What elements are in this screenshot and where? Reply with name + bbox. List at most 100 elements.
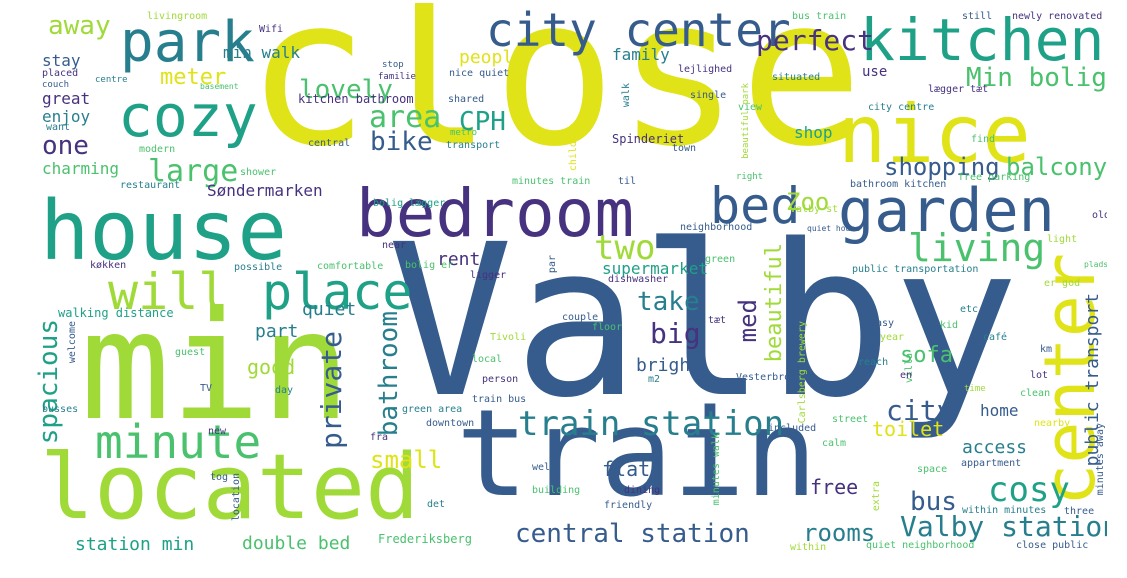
word-friendly: friendly: [604, 500, 653, 511]
word-nearby: nearby: [1034, 418, 1071, 429]
word-free: free: [810, 475, 859, 499]
word-cozy: cozy: [118, 82, 258, 150]
word-three: three: [1064, 506, 1095, 517]
word-café: café: [983, 332, 1008, 343]
word-cloud: close Valby min train house located bedr…: [20, 3, 1107, 571]
word-dining: dining: [624, 485, 661, 496]
word-shared: shared: [448, 94, 485, 105]
word-cosy: cosy: [988, 470, 1070, 510]
word-city: city: [886, 394, 954, 427]
word-enjoy: enjoy: [42, 107, 91, 126]
word-carlsberg-brewery: Carlsberg brewery: [797, 321, 808, 424]
word-located: located: [40, 435, 420, 540]
word-bike: bike: [370, 127, 433, 157]
word-kitchen: kitchen: [860, 6, 1105, 74]
word-year: year: [880, 332, 905, 343]
word-access: access: [962, 437, 1028, 458]
word-home: home: [980, 401, 1019, 420]
word-train-station: train station: [518, 404, 785, 444]
word-transport: transport: [446, 140, 501, 151]
word-flat: flat: [602, 457, 651, 481]
word-take: take: [637, 287, 700, 317]
word-people: people: [459, 47, 525, 68]
word-time: time: [964, 384, 986, 394]
word-centre: centre: [95, 75, 128, 85]
word-køkken: køkken: [90, 260, 127, 271]
word-near: near: [382, 240, 407, 251]
word-valby-station: Valby station: [900, 510, 1107, 543]
word-living: living: [908, 226, 1046, 270]
word-bed: bed: [710, 177, 801, 235]
word-neighborhood: neighborhood: [680, 222, 753, 233]
word-minutes-train: minutes train: [512, 176, 591, 187]
word-small: small: [370, 446, 443, 474]
word-big: big: [650, 317, 701, 350]
word-local: local: [472, 354, 503, 365]
word-situated: situated: [772, 72, 821, 83]
word-well: well: [532, 462, 557, 473]
word-quiet-house: quiet house: [807, 224, 860, 233]
word-extra: extra: [871, 481, 882, 512]
word-min: min: [80, 280, 351, 454]
word-station-min: station min: [75, 534, 195, 555]
word-one: one: [42, 131, 89, 161]
word-day: day: [275, 385, 294, 396]
word-central-station: central station: [515, 519, 750, 549]
word-balcony: balcony: [1006, 153, 1107, 181]
word-ligger: ligger: [470, 270, 507, 281]
word-tog: tog: [210, 472, 229, 483]
word-view: view: [738, 102, 763, 113]
word-sofa: sofa: [900, 343, 953, 368]
word-away: away: [48, 11, 111, 41]
word-town: town: [672, 143, 697, 154]
word-metro: metro: [450, 128, 478, 138]
word-supermarket: supermarket: [602, 259, 708, 278]
word-km: km: [1040, 344, 1053, 355]
word-park: park: [120, 10, 255, 75]
word-modern: modern: [139, 144, 176, 155]
word-city-center: city center: [486, 3, 791, 57]
word-bedroom: bedroom: [356, 175, 635, 252]
word-within-minutes: within minutes: [962, 505, 1047, 516]
word-walking-distance: walking distance: [58, 306, 174, 320]
word-two: two: [594, 228, 656, 268]
word-find: find: [971, 134, 996, 145]
word-shopping: shopping: [884, 153, 1000, 181]
word-use: use: [862, 64, 888, 80]
word-rooms: rooms: [803, 519, 876, 547]
word-want: want: [46, 122, 71, 133]
word-central: central: [308, 138, 351, 149]
word-familie: familie: [378, 72, 416, 82]
word-bus: bus: [910, 487, 957, 517]
word-restaurant: restaurant: [120, 180, 181, 191]
word-kid: kid: [940, 320, 959, 331]
word-quiet: quiet: [302, 299, 357, 320]
word-easy: easy: [870, 318, 895, 329]
word-building: building: [532, 485, 581, 496]
word-new: new: [208, 426, 227, 437]
word-garden: garden: [838, 176, 1055, 246]
word-lægger-tæt: lægger tæt: [928, 84, 989, 95]
word-public-transportation: public transportation: [852, 264, 979, 275]
word-couple: couple: [562, 312, 599, 323]
word-will: will: [108, 263, 229, 321]
word-area: area: [369, 100, 442, 135]
word-bus-train: bus train: [792, 11, 847, 22]
word-guest: guest: [175, 347, 206, 358]
word-walk: walk: [621, 83, 632, 108]
word-dishwasher: dishwasher: [608, 274, 669, 285]
word-train-bus: train bus: [472, 394, 527, 405]
word-rent: rent: [437, 249, 481, 270]
word-cafe: cafe: [656, 236, 681, 247]
word-busses: busses: [42, 404, 79, 415]
word-det: det: [427, 499, 446, 510]
word-til-par: til par: [547, 255, 558, 298]
word-plads: plads: [1084, 260, 1107, 269]
word-spacious: spacious: [34, 319, 64, 445]
word-light: light: [1047, 234, 1078, 245]
word-large: large: [148, 154, 239, 189]
word-m2: m2: [648, 374, 661, 385]
word-lejlighed: lejlighed: [678, 64, 733, 75]
word-beautiful: beautiful: [762, 243, 787, 363]
word-bathroom-kitchen: bathroom kitchen: [850, 179, 947, 190]
